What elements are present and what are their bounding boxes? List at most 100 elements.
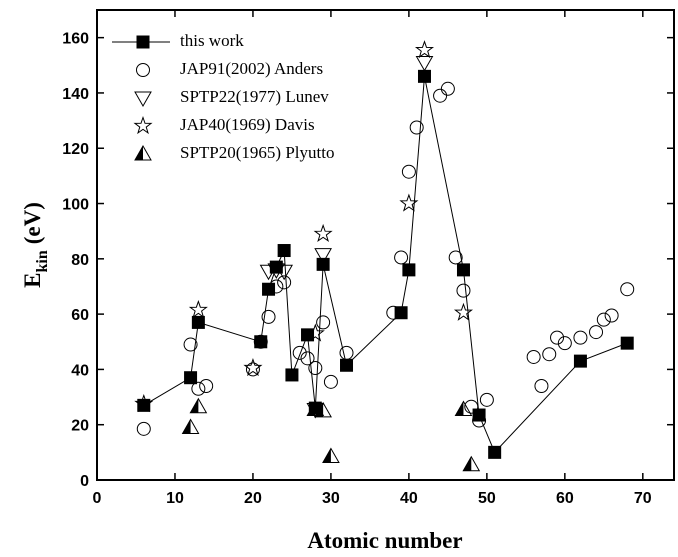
marker-square [620,336,634,350]
marker [267,263,286,279]
marker-triangle [314,248,332,264]
y-tick-label: 120 [62,141,89,158]
marker [339,345,354,360]
marker [306,400,325,416]
marker-circle [339,345,354,360]
x-tick-label: 40 [400,490,418,507]
marker [199,379,214,393]
marker [137,398,151,412]
marker-square [254,335,268,349]
marker-square [488,445,502,459]
marker-circle [292,345,307,360]
marker-triangle [181,418,200,434]
marker [245,362,260,377]
marker-circle [136,63,150,77]
marker-star [134,393,154,413]
marker-triangle [259,264,278,281]
marker [401,164,416,179]
x-tick-label: 0 [93,490,102,507]
marker-triangle [322,447,340,463]
marker-circle [440,81,455,96]
marker-circle [604,308,619,323]
marker-circle [323,374,338,389]
y-label-sub: kin [34,250,51,272]
marker [596,312,611,327]
marker [262,282,276,296]
marker [462,455,481,472]
marker-circle [464,399,479,414]
marker-circle [199,379,214,393]
marker-triangle [275,264,293,281]
marker [253,334,268,349]
marker [409,120,424,135]
marker-star [188,299,208,319]
marker [488,445,502,459]
marker-circle [269,279,284,294]
marker-triangle [415,56,434,72]
marker [322,447,340,463]
marker [448,250,463,265]
marker [417,69,431,83]
marker [402,263,416,277]
marker [184,371,198,385]
marker-circle [386,305,401,320]
marker [534,379,549,393]
marker-star [313,223,333,243]
marker-triangle [267,263,286,279]
marker-circle [557,336,572,351]
marker [557,336,572,351]
marker-circle [620,282,635,297]
marker-square [191,315,205,329]
marker [415,56,434,72]
marker-square [456,263,470,277]
marker [243,358,263,377]
marker [292,345,307,360]
marker [453,302,474,321]
marker [305,323,325,342]
marker [573,330,588,345]
marker-square [262,282,276,296]
x-axis-label: Atomic number [307,528,462,553]
marker-circle [183,337,198,352]
y-label-unit: (eV) [20,202,45,244]
marker-circle [456,283,471,298]
marker-circle [573,330,588,345]
y-tick-label: 0 [80,473,89,490]
marker [550,330,565,345]
marker [314,401,332,418]
marker [526,349,541,364]
y-tick-label: 40 [71,362,89,379]
marker-square [573,354,587,368]
x-tick-label: 20 [244,490,262,507]
marker-circle [308,361,323,376]
marker-square [402,263,416,277]
marker-triangle [306,400,325,416]
marker-star [453,302,474,321]
marker-circle [550,330,565,345]
marker [620,282,635,297]
plot-frame [96,9,675,481]
x-tick-label: 10 [166,490,184,507]
marker-square [417,69,431,83]
marker [254,335,268,349]
marker-triangle [134,91,152,108]
marker [261,309,276,324]
marker-star [399,193,419,212]
marker [479,392,494,407]
x-tick-label: 70 [634,490,652,507]
marker [394,306,408,320]
marker-triangle [462,455,481,472]
marker-square [269,260,283,274]
marker-square [285,368,299,382]
y-axis-label: Ekin (eV) [20,202,51,288]
marker-circle [542,347,557,362]
marker-circle [479,392,494,407]
marker-circle [191,381,206,396]
marker [134,393,154,413]
marker [414,40,435,59]
marker [464,399,479,414]
marker [189,397,208,414]
marker [277,244,291,258]
marker [386,305,401,320]
marker-circle [534,379,549,393]
